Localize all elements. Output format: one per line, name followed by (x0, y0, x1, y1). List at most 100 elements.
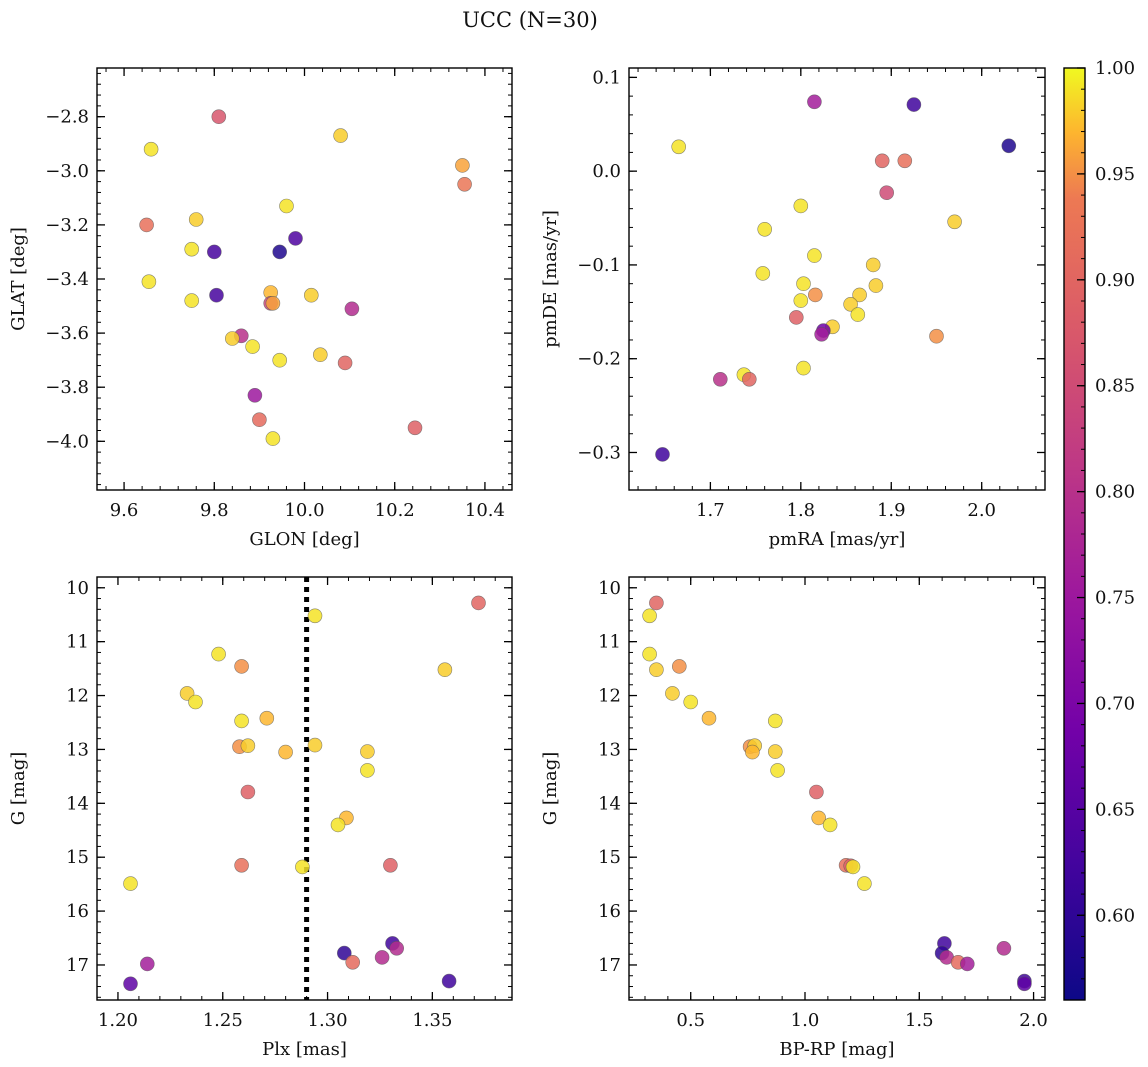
y-tick-label: −3.8 (45, 377, 89, 398)
colorbar-tick-label: 0.85 (1095, 376, 1135, 397)
scatter-point (184, 293, 199, 308)
colorbar-tick-label: 0.70 (1095, 693, 1135, 714)
y-tick-label: 12 (598, 686, 621, 707)
x-tick-label: 2.0 (967, 500, 996, 521)
scatter-point (140, 956, 155, 972)
scatter-point (272, 244, 288, 260)
scatter-point (234, 659, 249, 674)
scatter-point (225, 331, 240, 346)
scatter-point (671, 139, 687, 155)
scatter-point (123, 876, 138, 891)
scatter-point (141, 274, 157, 290)
scatter-point (671, 659, 687, 674)
scatter-point (642, 608, 657, 624)
scatter-points (642, 595, 1032, 992)
scatter-point (796, 276, 811, 292)
axes-frame (628, 67, 1046, 491)
scatter-point (303, 287, 319, 303)
scatter-point (1017, 976, 1032, 992)
x-tick-label: 1.35 (412, 1010, 452, 1031)
scatter-point (796, 360, 811, 376)
y-tick-label: −3.6 (45, 323, 89, 344)
scatter-point (929, 328, 944, 344)
scatter-point (188, 694, 203, 710)
x-tick-label: 1.8 (787, 500, 816, 521)
y-tick-label: 13 (598, 739, 621, 760)
scatter-point (865, 257, 881, 273)
scatter-point (455, 158, 470, 173)
scatter-point (234, 857, 249, 873)
y-tick-label: 13 (66, 739, 89, 760)
y-tick-label: 17 (66, 955, 89, 976)
axes-frame (628, 576, 1046, 1001)
y-tick-label: −2.8 (45, 107, 89, 128)
panel-4: 0.5 1.0 1.5 2.0 10 11 12 13 14 15 16 17 BP-RP [mag] G… (540, 576, 1048, 1060)
y-tick-label: 10 (598, 578, 621, 599)
scatter-point (712, 371, 728, 387)
y-tick-label: −0.1 (577, 255, 621, 276)
y-axis-label: pmDE [mas/yr] (540, 210, 561, 348)
scatter-point (809, 784, 824, 800)
scatter-point (793, 293, 809, 308)
scatter-point (279, 198, 294, 214)
panel-2: 1.7 1.8 1.9 2.0 −0.3 −0.2 −0.1 0.0 0.1 pmRA [mas/… (540, 67, 1046, 550)
scatter-point (211, 109, 227, 124)
x-tick-label: 1.7 (696, 500, 725, 521)
y-tick-label: −3.4 (45, 269, 89, 290)
x-axis-label: pmRA [mas/yr] (769, 529, 906, 550)
scatter-point (295, 859, 310, 875)
scatter-point (245, 339, 260, 354)
scatter-point (850, 307, 866, 322)
scatter-point (741, 371, 757, 387)
colorbar-tick-label: 0.60 (1095, 905, 1135, 926)
scatter-point (240, 738, 256, 754)
scatter-points (139, 109, 472, 446)
scatter-point (649, 662, 664, 678)
scatter-point (755, 266, 771, 281)
scatter-point (333, 128, 348, 143)
scatter-point (807, 287, 823, 303)
scatter-point (457, 177, 472, 192)
y-tick-label: 16 (66, 901, 89, 922)
figure-title: UCC (N=30) (462, 8, 598, 32)
axes-frame (96, 576, 513, 1001)
scatter-point (247, 387, 263, 403)
scatter-point (701, 710, 717, 726)
scatter-point (209, 287, 224, 303)
scatter-point (374, 950, 390, 965)
scatter-point (330, 817, 346, 833)
y-axis-label: G [mag] (540, 752, 561, 825)
x-axis-label: GLON [deg] (249, 529, 359, 550)
scatter-point (757, 222, 773, 237)
scatter-point (337, 355, 353, 371)
scatter-point (307, 608, 323, 624)
y-tick-label: 10 (66, 578, 89, 599)
scatter-point (211, 646, 226, 662)
scatter-point (793, 198, 809, 214)
scatter-point (874, 153, 890, 169)
panel-3: 1.20 1.25 1.30 1.35 10 11 12 13 14 15 16 17 Plx [mas… (8, 576, 513, 1060)
scatter-point (345, 954, 361, 970)
y-tick-label: 0.1 (592, 67, 621, 88)
scatter-point (807, 94, 822, 110)
scatter-point (745, 744, 760, 760)
y-tick-label: −3.0 (45, 161, 89, 182)
colorbar-gradient (1064, 68, 1085, 1000)
scatter-point (683, 694, 699, 710)
colorbar: 0.60 0.65 0.70 0.75 0.80 0.85 0.90 0.95 1.00 (1063, 58, 1135, 1001)
x-axis-label: BP-RP [mag] (779, 1039, 894, 1060)
scatter-point (344, 301, 360, 317)
x-axis-label: Plx [mas] (262, 1039, 347, 1060)
scatter-point (857, 876, 872, 891)
y-axis-label: GLAT [deg] (8, 227, 29, 331)
x-tick-label: 10.4 (465, 500, 505, 521)
scatter-point (767, 744, 783, 759)
scatter-point (906, 97, 922, 112)
x-tick-label: 1.30 (308, 1010, 348, 1031)
scatter-point (822, 817, 838, 833)
y-tick-label: 11 (66, 632, 89, 653)
scatter-point (807, 248, 822, 263)
scatter-point (240, 784, 256, 800)
colorbar-tick-label: 1.00 (1095, 58, 1135, 79)
